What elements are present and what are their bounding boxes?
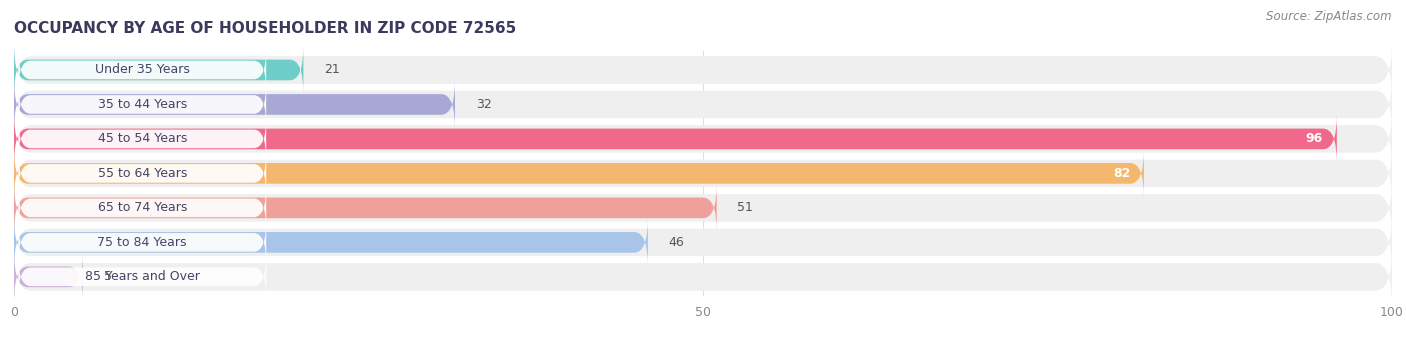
- Text: 85 Years and Over: 85 Years and Over: [84, 270, 200, 283]
- Text: 5: 5: [104, 270, 111, 283]
- FancyBboxPatch shape: [14, 80, 456, 129]
- Text: 96: 96: [1306, 132, 1323, 146]
- FancyBboxPatch shape: [14, 115, 1337, 163]
- Text: Under 35 Years: Under 35 Years: [94, 64, 190, 76]
- FancyBboxPatch shape: [14, 218, 648, 267]
- Text: 75 to 84 Years: 75 to 84 Years: [97, 236, 187, 249]
- Text: OCCUPANCY BY AGE OF HOUSEHOLDER IN ZIP CODE 72565: OCCUPANCY BY AGE OF HOUSEHOLDER IN ZIP C…: [14, 21, 516, 36]
- Text: 82: 82: [1112, 167, 1130, 180]
- Text: 45 to 54 Years: 45 to 54 Years: [97, 132, 187, 146]
- Text: 65 to 74 Years: 65 to 74 Years: [97, 201, 187, 215]
- FancyBboxPatch shape: [18, 221, 266, 264]
- FancyBboxPatch shape: [14, 253, 83, 301]
- FancyBboxPatch shape: [18, 83, 266, 126]
- FancyBboxPatch shape: [14, 184, 717, 232]
- FancyBboxPatch shape: [14, 149, 1144, 198]
- FancyBboxPatch shape: [18, 152, 266, 195]
- FancyBboxPatch shape: [14, 46, 304, 94]
- FancyBboxPatch shape: [14, 146, 1392, 201]
- FancyBboxPatch shape: [14, 42, 1392, 98]
- FancyBboxPatch shape: [14, 111, 1392, 167]
- FancyBboxPatch shape: [18, 186, 266, 230]
- FancyBboxPatch shape: [18, 255, 266, 299]
- Text: Source: ZipAtlas.com: Source: ZipAtlas.com: [1267, 10, 1392, 23]
- FancyBboxPatch shape: [14, 249, 1392, 304]
- Text: 21: 21: [325, 64, 340, 76]
- FancyBboxPatch shape: [18, 117, 266, 160]
- Text: 32: 32: [475, 98, 492, 111]
- Text: 35 to 44 Years: 35 to 44 Years: [97, 98, 187, 111]
- Text: 46: 46: [669, 236, 685, 249]
- FancyBboxPatch shape: [14, 180, 1392, 236]
- FancyBboxPatch shape: [14, 77, 1392, 132]
- FancyBboxPatch shape: [14, 215, 1392, 270]
- Text: 51: 51: [738, 201, 754, 215]
- FancyBboxPatch shape: [18, 48, 266, 92]
- Text: 55 to 64 Years: 55 to 64 Years: [97, 167, 187, 180]
